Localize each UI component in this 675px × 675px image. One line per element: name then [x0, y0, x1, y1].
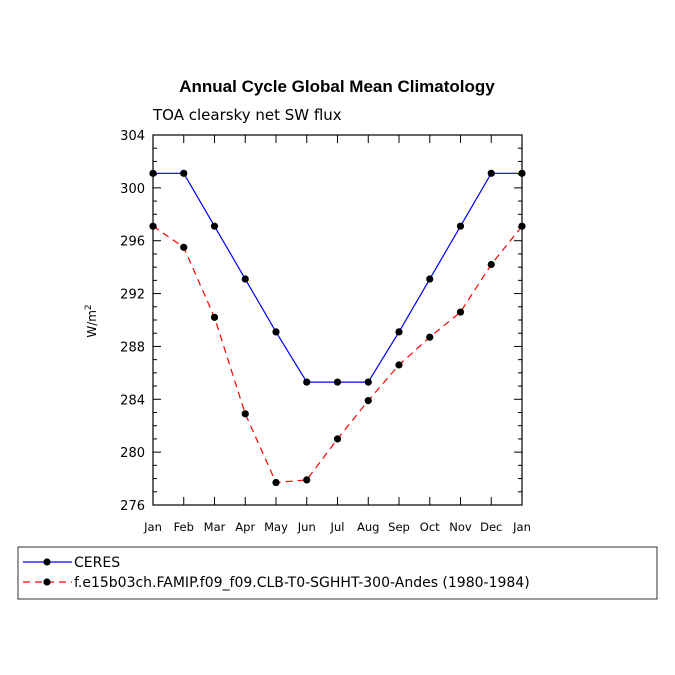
- y-tick-label: 276: [120, 499, 145, 514]
- y-tick-label: 292: [120, 288, 145, 303]
- x-tick-label: Nov: [449, 520, 472, 534]
- series-point-model: [149, 222, 157, 230]
- x-tick-label: Feb: [174, 520, 194, 534]
- series-point-model: [487, 260, 495, 269]
- x-tick-label: Sep: [388, 520, 410, 534]
- series-point-ceres: [456, 222, 465, 230]
- series-point-ceres: [364, 378, 372, 386]
- y-tick-label: 280: [120, 446, 145, 461]
- series-point-model: [364, 397, 372, 405]
- x-tick-label: Dec: [480, 520, 502, 534]
- chart-subtitle: TOA clearsky net SW flux: [152, 106, 342, 124]
- series-point-model: [303, 476, 311, 484]
- x-tick-label: May: [264, 520, 288, 534]
- series-point-model: [333, 435, 342, 443]
- y-axis-label-text: W/m: [85, 310, 99, 338]
- legend: CERES f.e15b03ch.FAMIP.f09_f09.CLB-T0-SGH…: [17, 546, 658, 600]
- legend-label: f.e15b03ch.FAMIP.f09_f09.CLB-T0-SGHHT-30…: [74, 575, 530, 591]
- y-tick-label: 288: [120, 340, 145, 355]
- series-line-model: [152, 225, 523, 484]
- series-point-model: [241, 410, 249, 418]
- plot-area: 276 280 284 288 292 296 300 304 Jan Feb Mar Apr May J…: [120, 129, 531, 534]
- x-tick-label: Jun: [297, 520, 316, 534]
- legend-label: CERES: [74, 555, 120, 571]
- x-tick-label: Mar: [204, 520, 226, 534]
- legend-box: [17, 546, 658, 600]
- plot-frame: [152, 134, 523, 506]
- series-point-ceres: [395, 328, 403, 336]
- series-point-model: [272, 478, 280, 487]
- series-point-ceres: [272, 328, 280, 336]
- y-axis-label: W/m2: [84, 304, 99, 337]
- series-point-model: [518, 222, 526, 230]
- x-tick-label: Aug: [357, 520, 379, 534]
- legend-marker: [43, 558, 51, 566]
- series-point-ceres: [487, 169, 495, 177]
- series-point-ceres: [518, 169, 526, 177]
- series-point-model: [456, 308, 465, 316]
- y-tick-label: 284: [120, 393, 145, 408]
- x-tick-label: Oct: [420, 520, 440, 534]
- series-point-ceres: [180, 169, 188, 177]
- series-point-model: [395, 361, 403, 369]
- series-point-ceres: [303, 378, 311, 386]
- legend-marker: [43, 578, 51, 586]
- x-tick-label: Jul: [330, 520, 345, 534]
- chart-title: Annual Cycle Global Mean Climatology: [179, 77, 495, 96]
- series-point-ceres: [149, 169, 157, 177]
- x-tick-label: Jan: [512, 520, 531, 534]
- y-tick-label: 304: [120, 129, 145, 144]
- x-tick-label: Apr: [235, 520, 255, 534]
- series-point-ceres: [333, 378, 342, 386]
- series-point-model: [210, 313, 219, 321]
- y-tick-label: 300: [120, 182, 145, 197]
- x-tick-label: Jan: [143, 520, 162, 534]
- series-point-ceres: [426, 275, 434, 283]
- series-point-model: [180, 243, 188, 251]
- series-point-ceres: [241, 275, 249, 283]
- series-line-ceres: [153, 172, 522, 383]
- series-point-model: [426, 333, 434, 341]
- y-tick-label: 296: [120, 235, 145, 250]
- series-point-ceres: [210, 222, 219, 230]
- y-axis-label-superscript: 2: [84, 304, 94, 310]
